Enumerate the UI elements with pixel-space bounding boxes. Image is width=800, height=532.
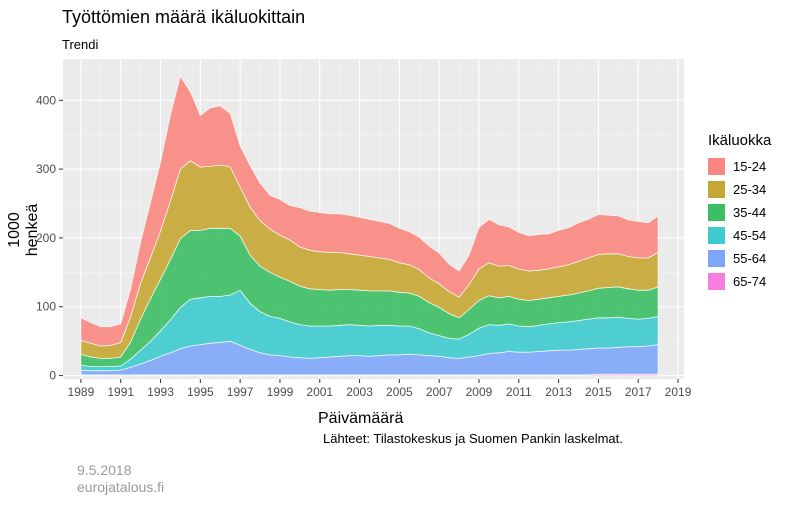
legend-key-45-54 bbox=[708, 227, 725, 244]
legend-key-35-44 bbox=[708, 204, 725, 221]
y-tick-label: 400 bbox=[36, 93, 56, 107]
legend-key-25-34 bbox=[708, 181, 725, 198]
legend-key-65-74 bbox=[708, 273, 725, 290]
source-note: Lähteet: Tilastokeskus ja Suomen Pankin … bbox=[323, 431, 623, 446]
legend-label: 65-74 bbox=[733, 274, 767, 289]
x-tick-label: 1999 bbox=[267, 385, 294, 399]
site-name: eurojatalous.fi bbox=[77, 479, 165, 495]
x-tick-label: 2013 bbox=[545, 385, 572, 399]
x-tick-label: 1993 bbox=[147, 385, 174, 399]
publication-date: 9.5.2018 bbox=[77, 462, 132, 478]
legend-label: 15-24 bbox=[733, 159, 767, 174]
legend-label: 35-44 bbox=[733, 205, 767, 220]
x-tick-label: 2011 bbox=[506, 385, 532, 399]
x-tick-label: 1989 bbox=[68, 385, 95, 399]
legend-item-35-44: 35-44 bbox=[708, 201, 771, 224]
axes: 1989 1991 1993 1995 1997 1999 2001 2003 2005 2007… bbox=[36, 93, 692, 399]
x-tick-label: 2015 bbox=[585, 385, 612, 399]
x-tick-label: 1997 bbox=[227, 385, 254, 399]
legend-label: 45-54 bbox=[733, 228, 767, 243]
legend-label: 55-64 bbox=[733, 251, 767, 266]
chart-subtitle: Trendi bbox=[62, 37, 99, 52]
x-axis-label: Päivämäärä bbox=[318, 410, 404, 427]
y-tick-label: 0 bbox=[49, 369, 56, 383]
y-tick-label: 300 bbox=[36, 162, 56, 176]
legend-item-65-74: 65-74 bbox=[708, 270, 771, 293]
legend-item-25-34: 25-34 bbox=[708, 178, 771, 201]
legend-key-55-64 bbox=[708, 250, 725, 267]
legend-item-55-64: 55-64 bbox=[708, 247, 771, 270]
x-tick-label: 2003 bbox=[346, 385, 373, 399]
stacked-areas bbox=[80, 75, 659, 376]
chart-title: Työttömien määrä ikäluokittain bbox=[62, 7, 306, 27]
x-tick-label: 2017 bbox=[625, 385, 652, 399]
legend-item-45-54: 45-54 bbox=[708, 224, 771, 247]
x-tick-label: 2019 bbox=[665, 385, 692, 399]
legend-key-15-24 bbox=[708, 158, 725, 175]
x-tick-label: 2001 bbox=[306, 385, 333, 399]
legend-items: 15-24 25-34 35-44 45-54 55-64 65-74 bbox=[708, 155, 771, 293]
y-tick-label: 200 bbox=[36, 231, 56, 245]
legend: Ikäluokka 15-24 25-34 35-44 45-54 55-64 65-74 bbox=[708, 132, 771, 293]
x-tick-label: 2009 bbox=[466, 385, 493, 399]
x-tick-label: 2007 bbox=[426, 385, 453, 399]
x-tick-label: 1995 bbox=[187, 385, 214, 399]
legend-title: Ikäluokka bbox=[708, 132, 772, 149]
x-tick-label: 1991 bbox=[107, 385, 134, 399]
y-tick-label: 100 bbox=[36, 300, 56, 314]
legend-item-15-24: 15-24 bbox=[708, 155, 771, 178]
x-tick-label: 2005 bbox=[386, 385, 413, 399]
area-series-15-24 bbox=[80, 75, 659, 347]
legend-label: 25-34 bbox=[733, 182, 767, 197]
